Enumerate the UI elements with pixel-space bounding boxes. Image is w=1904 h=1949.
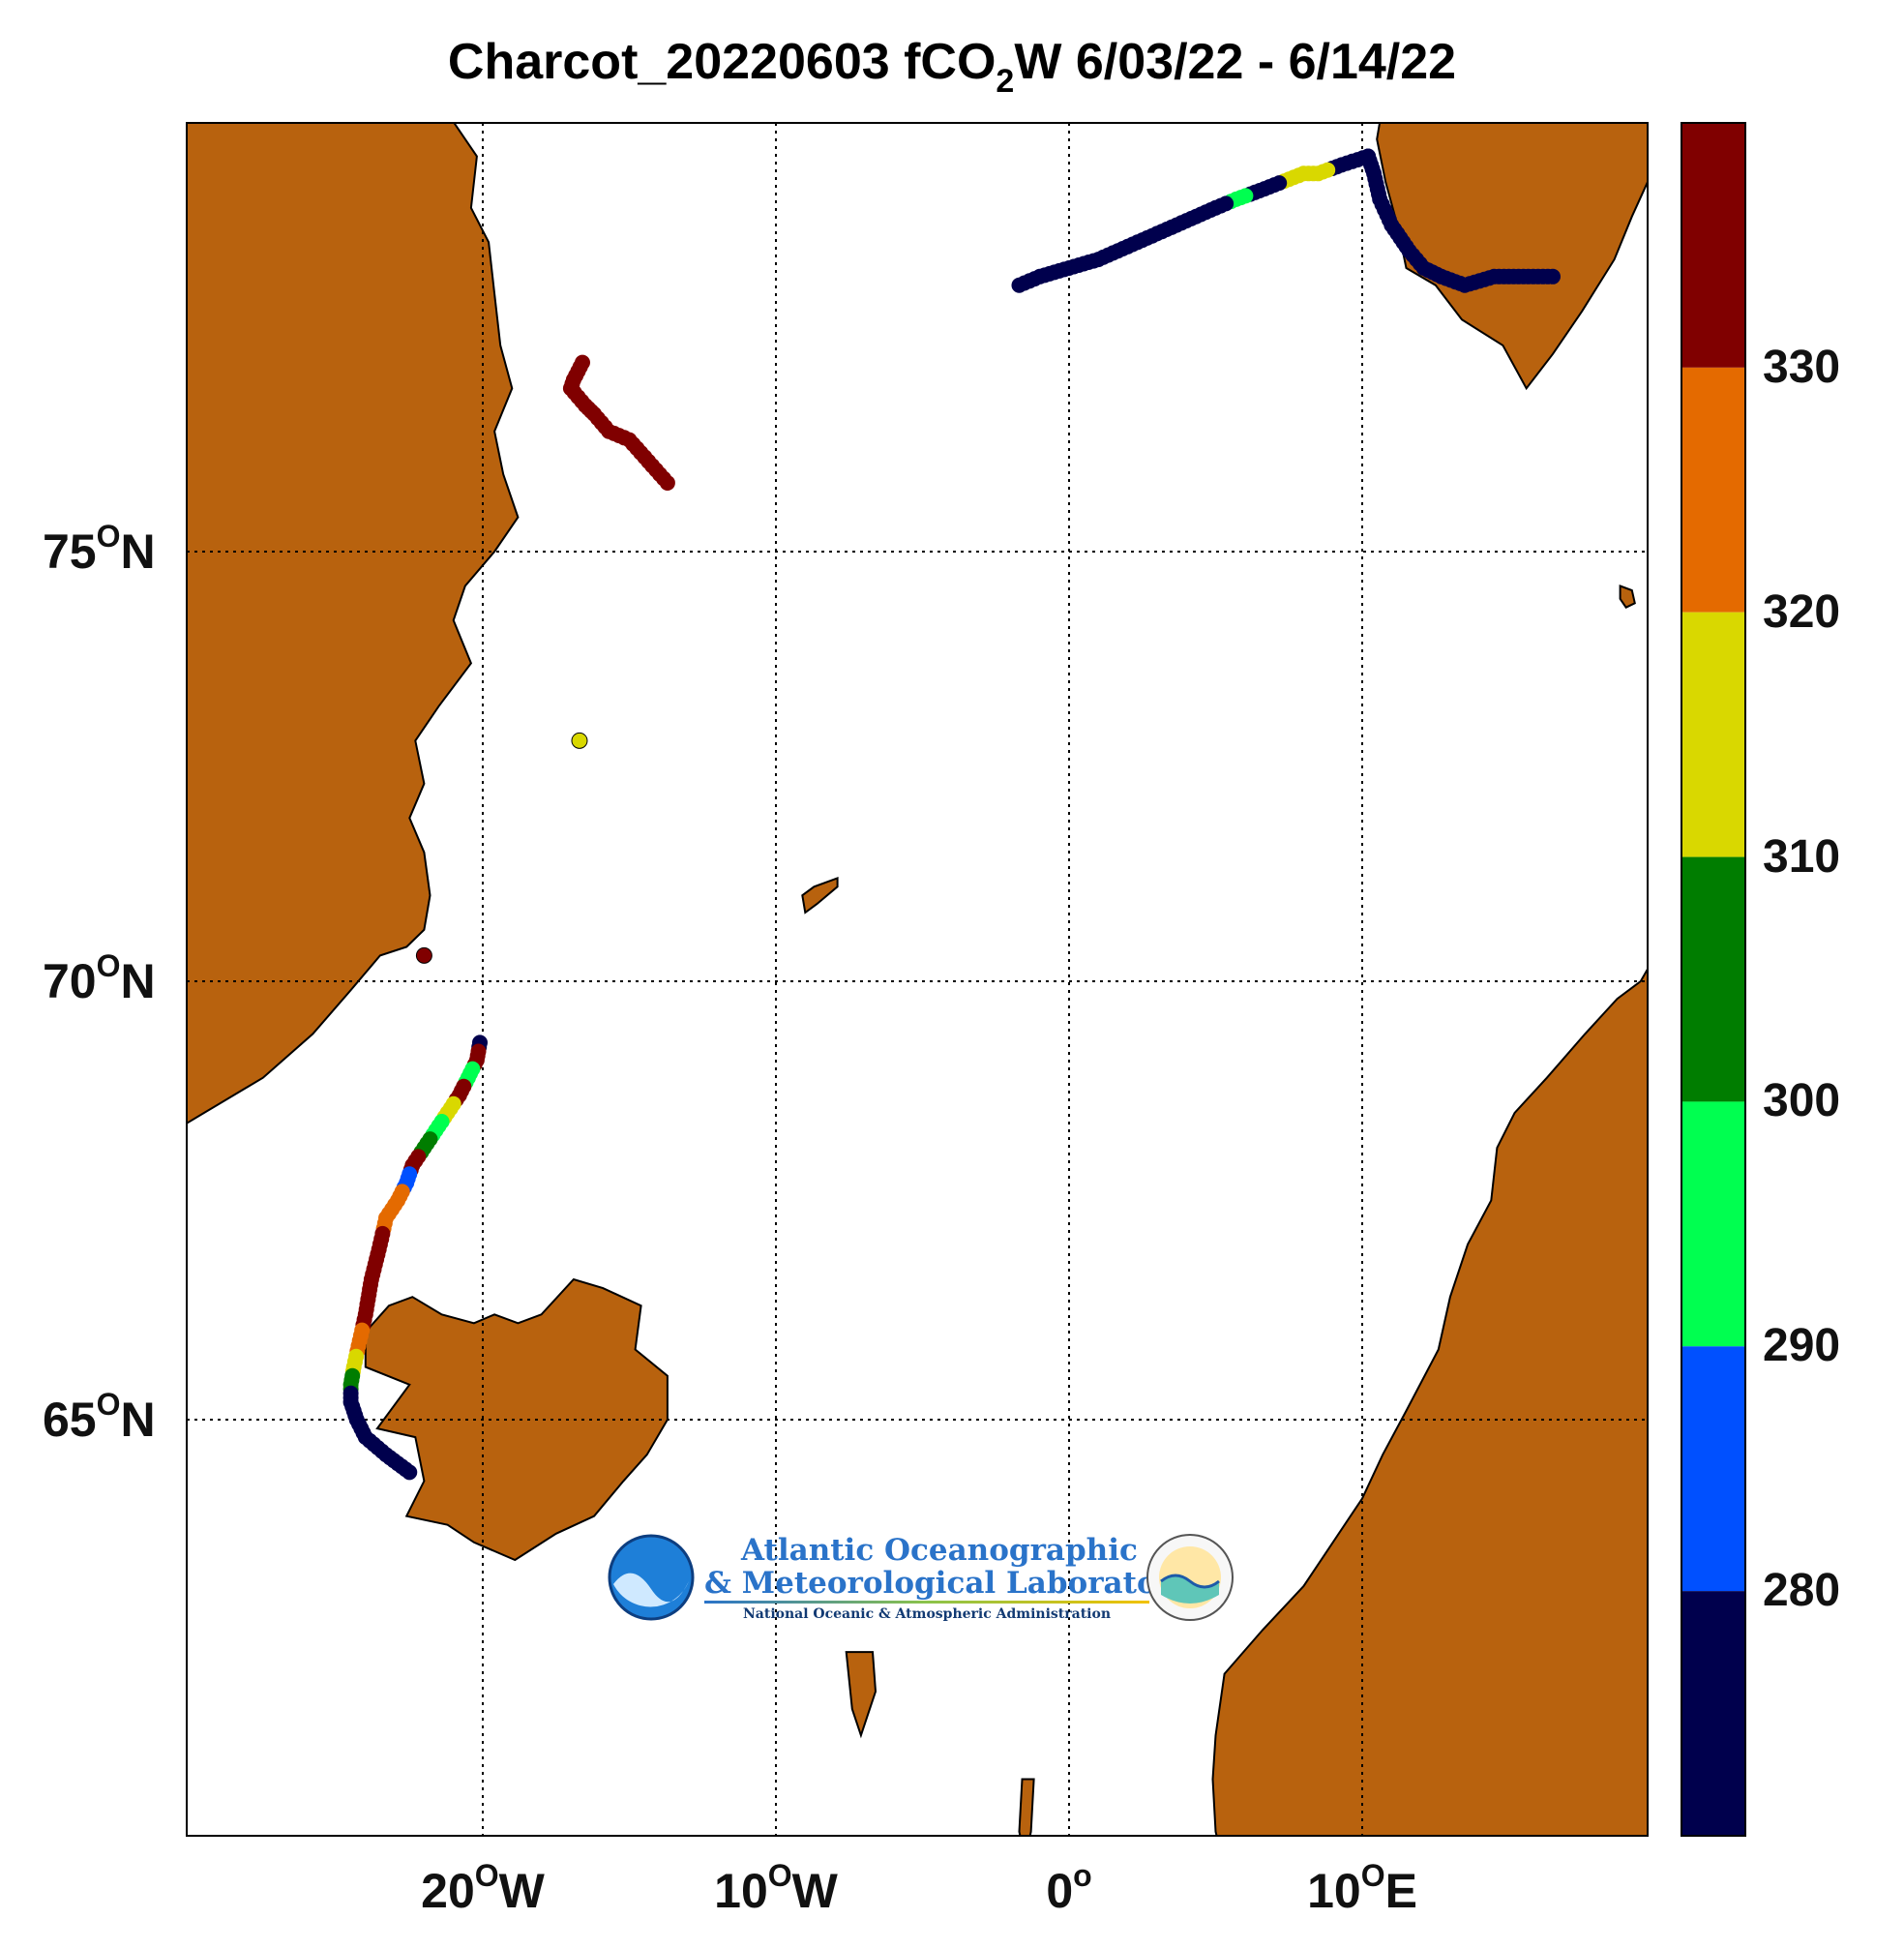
land-shetland bbox=[1018, 1778, 1035, 1836]
land-layer bbox=[187, 123, 1648, 1836]
track-point bbox=[415, 946, 432, 964]
land-jan-mayen bbox=[801, 876, 839, 915]
lat-label-75: 75ON bbox=[43, 519, 156, 579]
lon-label-10W: 10OW bbox=[714, 1858, 838, 1918]
colorbar-band-330 bbox=[1681, 123, 1745, 368]
colorbar-band-270 bbox=[1681, 1591, 1745, 1836]
logo-line-1: Atlantic Oceanographic bbox=[741, 1533, 1138, 1568]
logo-line-3: National Oceanic & Atmospheric Administr… bbox=[743, 1606, 1112, 1622]
colorbar-band-300 bbox=[1681, 856, 1745, 1102]
track-point bbox=[1011, 277, 1027, 293]
track-point bbox=[402, 1464, 418, 1481]
colorbar-tick-300: 300 bbox=[1763, 1075, 1841, 1127]
graticule bbox=[187, 123, 1648, 1836]
land-scandinavia bbox=[1211, 967, 1648, 1836]
map-frame bbox=[186, 122, 1649, 1837]
land-iceland bbox=[364, 1277, 669, 1562]
colorbar-band-310 bbox=[1681, 612, 1745, 857]
colorbar-tick-330: 330 bbox=[1763, 341, 1841, 393]
track-point bbox=[571, 732, 588, 749]
noaa-badge-icon bbox=[608, 1534, 695, 1621]
aoml-seal-icon bbox=[1146, 1534, 1234, 1621]
land-bjornoya bbox=[1619, 585, 1636, 609]
logo-line-2: & Meteorological Laboratory bbox=[704, 1566, 1190, 1601]
logo-divider bbox=[704, 1601, 1149, 1604]
cruise-track bbox=[342, 148, 1561, 1481]
lat-label-70: 70ON bbox=[43, 948, 156, 1008]
colorbar-tick-320: 320 bbox=[1763, 585, 1841, 638]
land-svalbard bbox=[1376, 123, 1648, 391]
colorbar-band-280 bbox=[1681, 1346, 1745, 1592]
colorbar-frame bbox=[1681, 122, 1746, 1837]
colorbar bbox=[1681, 122, 1746, 1837]
colorbar-tick-280: 280 bbox=[1763, 1565, 1841, 1617]
colorbar-band-320 bbox=[1681, 367, 1745, 613]
colorbar-tick-310: 310 bbox=[1763, 830, 1841, 883]
map-title: Charcot_20220603 fCO2W 6/03/22 - 6/14/22 bbox=[447, 34, 1457, 100]
track-point bbox=[659, 474, 675, 491]
colorbar-tick-290: 290 bbox=[1763, 1320, 1841, 1372]
colorbar-band-290 bbox=[1681, 1101, 1745, 1347]
lon-label-20W: 20OW bbox=[421, 1858, 545, 1918]
land-faroe bbox=[845, 1651, 878, 1739]
lat-label-65: 65ON bbox=[43, 1387, 156, 1447]
lon-label-0: 0o bbox=[1046, 1858, 1092, 1918]
lon-label-10E: 10OE bbox=[1307, 1858, 1417, 1918]
aoml-logo: Atlantic Oceanographic & Meteorological … bbox=[608, 1531, 1236, 1628]
land-greenland bbox=[187, 123, 520, 1124]
